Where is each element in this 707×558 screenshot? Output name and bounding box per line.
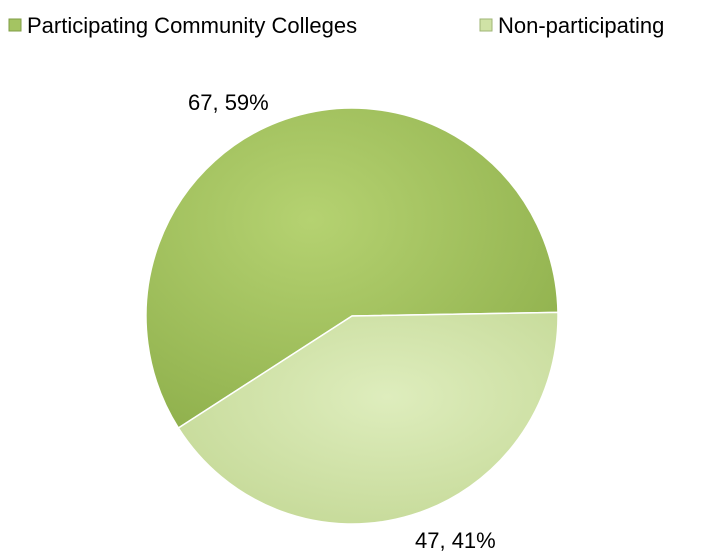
pie-slice-non-participating[interactable]	[177, 311, 559, 525]
pie-slice-participating[interactable]	[145, 107, 559, 430]
data-label-non-participating: 47, 41%	[415, 528, 496, 553]
legend-item-non-participating[interactable]: Non-participating	[479, 13, 664, 38]
pie-slices	[145, 107, 559, 525]
legend: Participating Community Colleges Non-par…	[8, 13, 664, 38]
legend-label-participating: Participating Community Colleges	[27, 13, 357, 38]
legend-swatch-non-participating	[479, 18, 493, 32]
legend-item-participating[interactable]: Participating Community Colleges	[8, 13, 357, 38]
data-label-participating: 67, 59%	[188, 90, 269, 115]
legend-swatch-participating	[8, 18, 22, 32]
legend-label-non-participating: Non-participating	[498, 13, 664, 38]
